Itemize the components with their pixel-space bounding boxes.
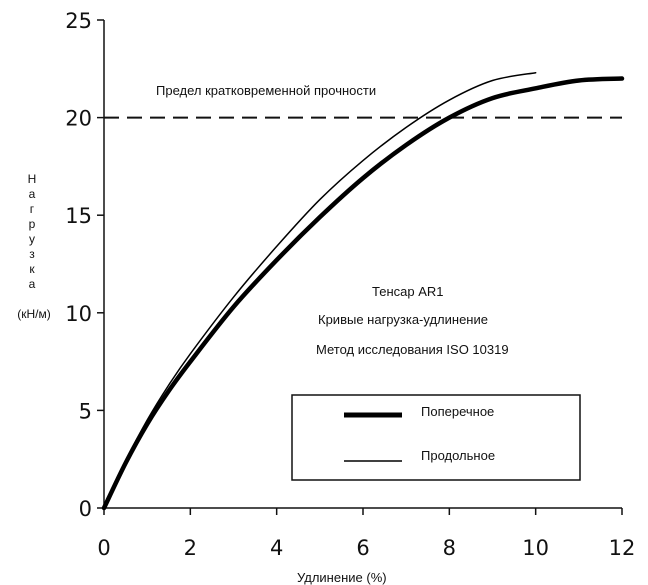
annotation-method: Метод исследования ISO 10319 [316, 342, 509, 357]
y-axis-label-letter-0: Н [28, 172, 37, 186]
x-tick-label-3: 6 [356, 536, 369, 560]
x-tick-label-5: 10 [522, 536, 549, 560]
x-tick-label-1: 2 [184, 536, 197, 560]
legend-label-transverse: Поперечное [421, 404, 494, 419]
y-axis-label-letter-2: г [30, 202, 35, 216]
y-axis-label-letter-7: а [29, 277, 36, 291]
y-tick-label-4: 20 [65, 107, 92, 131]
x-tick-label-2: 4 [270, 536, 283, 560]
chart-annotations: Тенсар AR1 Кривые нагрузка-удлинение Мет… [316, 284, 509, 357]
annotation-title: Тенсар AR1 [372, 284, 443, 299]
y-axis-label-letter-5: з [29, 247, 35, 261]
y-tick-label-0: 0 [79, 497, 92, 521]
y-tick-label-5: 25 [65, 9, 92, 33]
series-lines [104, 73, 622, 508]
series-line-longitudinal [104, 73, 536, 508]
y-tick-label-1: 5 [79, 399, 92, 423]
y-axis-label-letter-4: у [29, 232, 35, 246]
y-axis-label-letter-3: р [29, 217, 36, 231]
y-axis-label-letter-1: а [29, 187, 36, 201]
annotation-subtitle: Кривые нагрузка-удлинение [318, 312, 488, 327]
x-tick-label-4: 8 [443, 536, 456, 560]
legend-label-longitudinal: Продольное [421, 448, 495, 463]
y-axis-label-unit: (кН/м) [17, 307, 51, 321]
series-line-transverse [104, 79, 622, 508]
legend: Поперечное Продольное [292, 395, 580, 480]
y-tick-label-2: 10 [65, 302, 92, 326]
x-tick-label-6: 12 [609, 536, 636, 560]
reference-line-label: Предел кратковременной прочности [156, 83, 376, 98]
y-tick-label-3: 15 [65, 204, 92, 228]
y-axis-label-letter-6: к [29, 262, 35, 276]
x-axis-label: Удлинение (%) [297, 570, 387, 585]
x-tick-label-0: 0 [97, 536, 110, 560]
